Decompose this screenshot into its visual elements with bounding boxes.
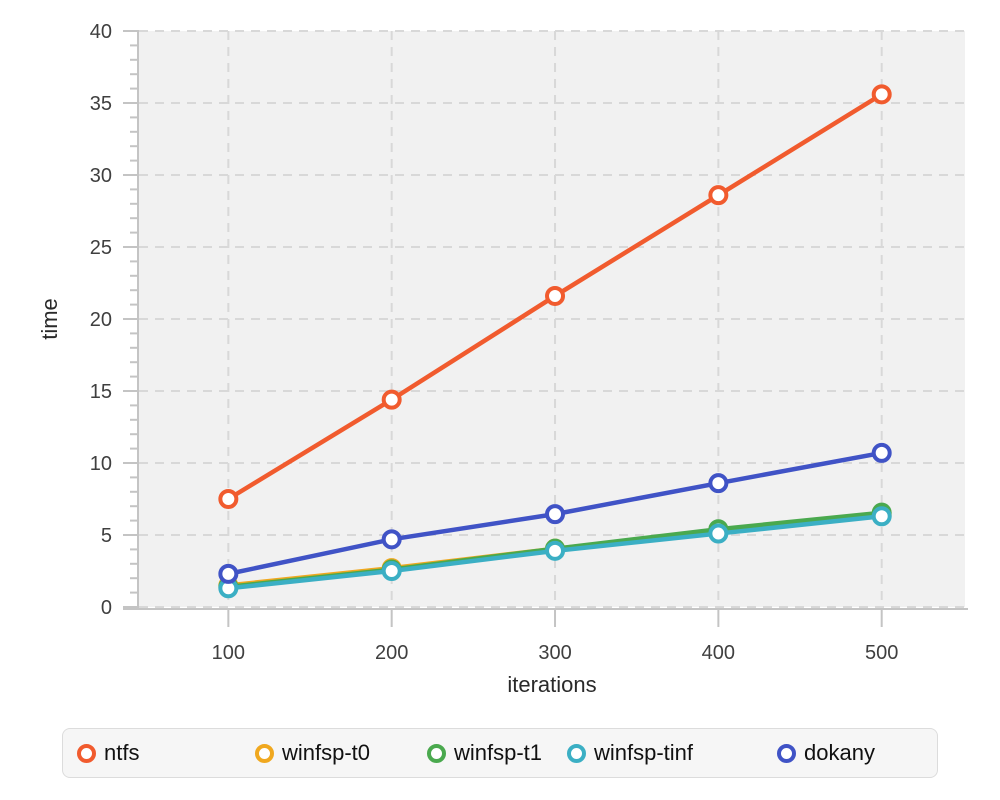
y-tick-label: 25	[90, 237, 112, 259]
line-chart: 0 5 10 15 20 25 30 35 40 100 200 300 400 500 time itera…	[37, 21, 968, 697]
data-point-winfsp-tinf	[708, 523, 729, 544]
data-point-ntfs	[708, 185, 729, 206]
x-tick-label: 400	[702, 642, 735, 664]
legend-label: dokany	[804, 740, 875, 765]
legend-label: winfsp-t1	[454, 740, 543, 765]
data-point-winfsp-tinf	[381, 561, 402, 581]
data-point-dokany	[381, 529, 402, 550]
data-point-ntfs	[381, 389, 402, 410]
y-axis-title: time	[37, 298, 62, 340]
legend-item-dokany: dokany	[777, 740, 875, 766]
y-tick-label: 20	[90, 309, 112, 331]
winfsp-tinf-series-swatch-icon	[567, 743, 586, 763]
legend-label: winfsp-t0	[282, 740, 371, 765]
dokany-series-swatch-icon	[777, 743, 796, 763]
x-tick-label: 300	[538, 642, 571, 664]
ntfs-series-swatch-icon	[77, 743, 96, 763]
data-point-dokany	[871, 442, 892, 463]
data-point-ntfs	[871, 84, 892, 105]
winfsp-t0-series-swatch-icon	[255, 743, 274, 763]
legend-item-winfsp-t1: winfsp-t1	[427, 740, 567, 766]
x-tick-label: 500	[865, 642, 898, 664]
legend-item-winfsp-t0: winfsp-t0	[255, 740, 427, 766]
data-point-dokany	[218, 563, 239, 584]
data-point-dokany	[708, 473, 729, 494]
chart-legend: ntfs winfsp-t0 winfsp-t1 winfsp-tinf dok…	[62, 728, 938, 778]
data-point-ntfs	[218, 489, 239, 509]
y-tick-label: 15	[90, 381, 112, 403]
y-tick-label: 30	[90, 165, 112, 187]
data-point-dokany	[545, 504, 566, 525]
data-point-winfsp-tinf	[871, 506, 892, 527]
y-tick-label: 10	[90, 453, 112, 475]
legend-item-ntfs: ntfs	[77, 740, 255, 766]
chart-canvas: 0 5 10 15 20 25 30 35 40 100 200 300 400 500 time itera…	[37, 21, 968, 697]
legend-item-winfsp-tinf: winfsp-tinf	[567, 740, 777, 766]
x-tick-label: 200	[375, 642, 408, 664]
x-axis-title: iterations	[507, 672, 596, 697]
legend-label: ntfs	[104, 740, 140, 765]
y-tick-label: 35	[90, 93, 112, 115]
y-tick-label: 5	[101, 525, 112, 547]
data-point-ntfs	[545, 285, 566, 306]
y-tick-label: 0	[101, 597, 112, 619]
y-tick-label: 40	[90, 21, 112, 43]
x-tick-label: 100	[212, 642, 245, 664]
legend-label: winfsp-tinf	[594, 740, 694, 765]
data-point-winfsp-tinf	[545, 540, 566, 561]
winfsp-t1-series-swatch-icon	[427, 743, 446, 763]
